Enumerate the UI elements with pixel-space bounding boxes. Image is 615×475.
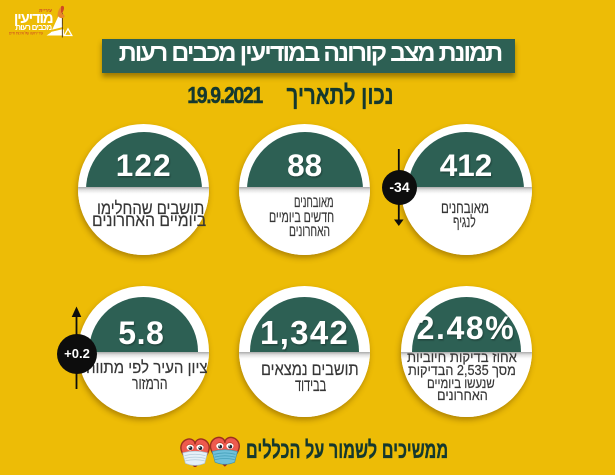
- svg-text:מודיעין: מודיעין: [14, 10, 53, 27]
- svg-text:מכבים רעות: מכבים רעות: [15, 23, 52, 32]
- svg-text:עיריית: עיריית: [39, 8, 52, 13]
- svg-text:עיר ירוקה של איכות חיים: עיר ירוקה של איכות חיים: [9, 31, 44, 35]
